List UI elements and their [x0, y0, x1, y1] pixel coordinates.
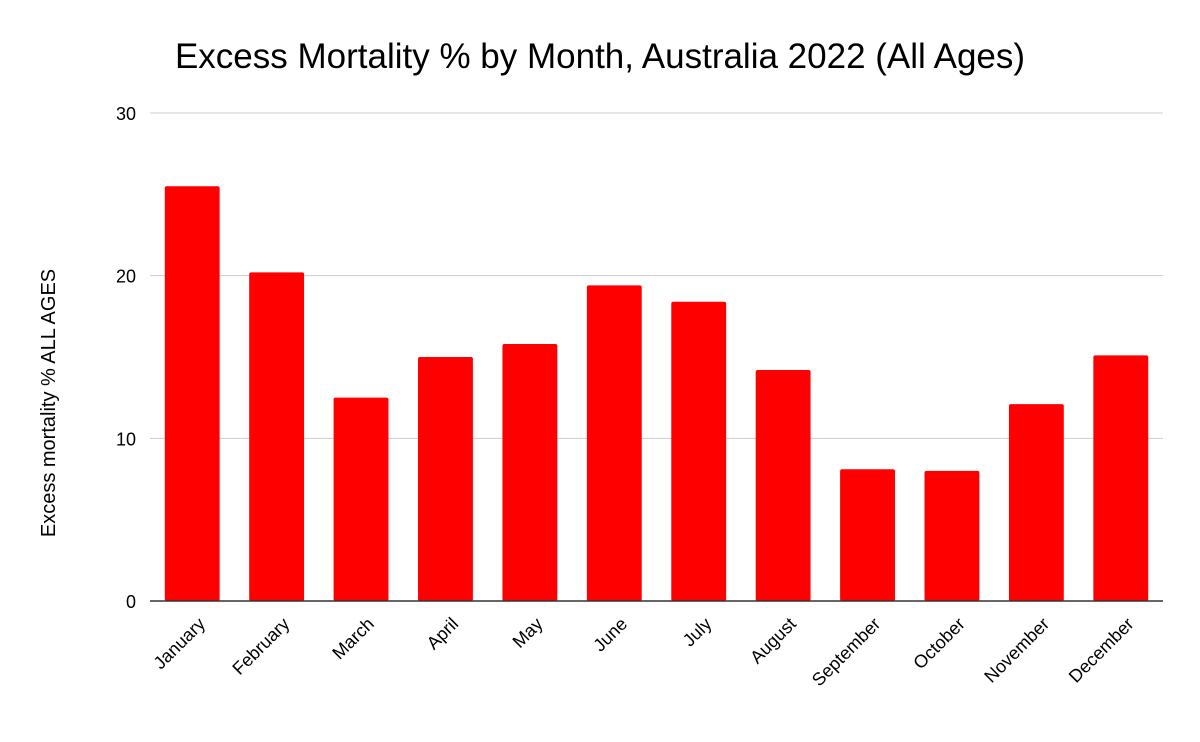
- bar-april: [418, 357, 473, 601]
- bar-september: [840, 469, 895, 601]
- x-tick-label: May: [509, 614, 547, 652]
- bar-december: [1093, 355, 1149, 601]
- bar-january: [164, 186, 220, 601]
- y-tick-label: 10: [116, 429, 136, 449]
- y-tick-label: 0: [126, 592, 136, 612]
- x-tick-label: August: [746, 614, 800, 668]
- bar-october: [924, 470, 980, 601]
- bar-july: [671, 301, 727, 601]
- x-tick-label: June: [589, 614, 631, 656]
- x-tick-label: January: [150, 614, 209, 673]
- x-tick-label: July: [679, 614, 716, 651]
- bar-march: [333, 397, 389, 601]
- x-tick-label: March: [328, 614, 378, 664]
- x-tick-labels: January February March April May June July Augu…: [150, 614, 1138, 690]
- x-tick-label: December: [1065, 614, 1138, 687]
- bar-may: [502, 343, 558, 601]
- gridlines: [150, 112, 1163, 439]
- x-tick-label: September: [808, 614, 884, 690]
- x-tick-label: November: [980, 614, 1053, 687]
- chart-title: Excess Mortality % by Month, Australia 2…: [175, 37, 1025, 76]
- x-tick-label: February: [228, 614, 293, 679]
- y-axis-label: Excess mortality % ALL AGES: [38, 269, 60, 537]
- bar-june: [586, 285, 642, 601]
- y-tick-label: 20: [116, 267, 136, 287]
- bars: [164, 186, 1149, 601]
- bar-august: [755, 370, 811, 601]
- x-tick-label: April: [423, 614, 463, 654]
- y-tick-label: 30: [116, 104, 136, 124]
- x-tick-label: October: [909, 614, 968, 673]
- y-tick-labels: 0 10 20 30: [116, 104, 136, 612]
- bar-february: [249, 272, 305, 601]
- bar-november: [1008, 404, 1064, 601]
